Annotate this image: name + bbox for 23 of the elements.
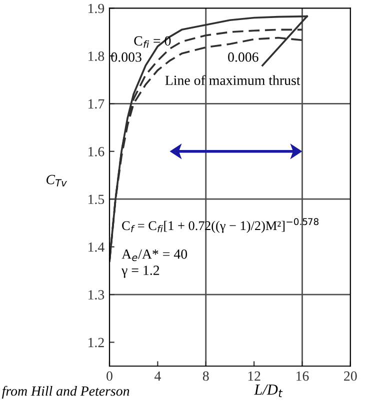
text: from Hill and Peterson — [2, 386, 130, 399]
y-tick-label: 1.3 — [88, 290, 104, 300]
annotation: A$_{e}$/A* = 40 — [122, 249, 188, 262]
annotation: γ = 1.2 — [122, 266, 160, 278]
annotation: 0.003 — [111, 52, 142, 62]
y-axis-title: C$_{Tv}$ — [46, 174, 67, 186]
y-tick-label: 1.5 — [88, 194, 104, 204]
x-axis-title: L/D$_{t}$ — [254, 384, 283, 398]
annotation: C$_{fi}$ = 0 — [134, 36, 171, 48]
annotation: 0.006 — [228, 52, 258, 62]
x-tick-label: 12 — [248, 371, 260, 381]
x-tick-label: 16 — [296, 371, 309, 381]
x-tick-label: 8 — [202, 371, 209, 381]
x-tick-label: 0 — [106, 371, 112, 381]
y-tick-label: 1.9 — [88, 4, 104, 14]
annotation: Line of maximum thrust — [165, 75, 300, 86]
y-tick-label: 1.4 — [88, 242, 104, 252]
y-tick-label: 1.8 — [88, 52, 104, 61]
y-tick-label: 1.2 — [88, 338, 104, 348]
y-tick-label: 1.7 — [88, 99, 104, 109]
x-tick-label: 4 — [154, 371, 161, 381]
y-tick-label: 1.6 — [88, 146, 104, 156]
x-tick-label: 20 — [344, 371, 357, 381]
